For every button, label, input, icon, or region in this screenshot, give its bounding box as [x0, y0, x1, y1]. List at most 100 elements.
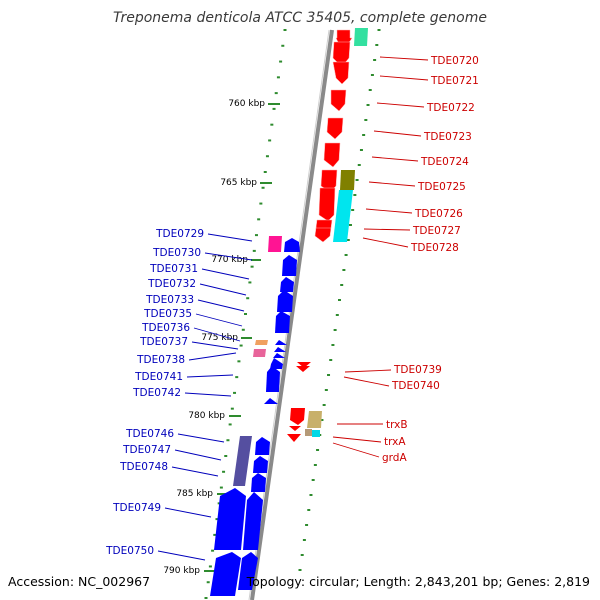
gene-TDE0748[interactable]	[251, 473, 266, 492]
gene-TDE0750b[interactable]	[238, 552, 258, 590]
gene-trxA[interactable]	[289, 426, 301, 431]
gene-TDE0728[interactable]	[314, 227, 332, 243]
leader-TDE0741	[186, 374, 234, 378]
gene-TDE0739[interactable]	[297, 362, 311, 368]
gene-TDE0741[interactable]	[266, 366, 280, 392]
label-TDE0749[interactable]: TDE0749	[112, 502, 161, 514]
leader-TDE0732	[199, 283, 247, 296]
label-TDE0748[interactable]: TDE0748	[119, 461, 168, 473]
label-TDE0735[interactable]: TDE0735	[143, 308, 192, 320]
forward-gene-labels: TDE0720 TDE0721 TDE0722 TDE0723 TDE0724 …	[382, 55, 479, 464]
leader-grdA	[332, 442, 380, 458]
gene-TDE0749[interactable]	[214, 488, 246, 550]
gene-TDE0737[interactable]	[273, 353, 285, 358]
gene-TDE0750[interactable]	[210, 552, 241, 596]
leader-TDE0722	[376, 102, 425, 108]
leader-TDE0720	[379, 56, 429, 61]
label-TDE0750[interactable]: TDE0750	[105, 545, 154, 557]
label-grdA[interactable]: grdA	[382, 452, 407, 464]
gene-TDE0742[interactable]	[264, 398, 278, 404]
leader-TDE0746	[177, 433, 225, 443]
leader-TDE0721	[379, 75, 429, 81]
leader-TDE0738	[188, 352, 237, 361]
label-TDE0740[interactable]: TDE0740	[391, 380, 440, 392]
gene-TDE0721[interactable]	[332, 61, 350, 85]
leader-TDE0726	[365, 208, 413, 214]
topology-text: Topology: circular; Length: 2,843,201 bp…	[246, 574, 590, 589]
feature-block-small-pink	[253, 349, 266, 357]
label-leaders	[157, 56, 429, 561]
gene-TDE0724[interactable]	[323, 142, 341, 168]
leader-trxA	[332, 436, 382, 443]
feature-block-olive	[340, 170, 355, 190]
ruler-label-770: 770 kbp	[211, 255, 248, 265]
label-TDE0737[interactable]: TDE0737	[139, 336, 188, 348]
label-TDE0727[interactable]: TDE0727	[412, 225, 461, 237]
label-TDE0738[interactable]: TDE0738	[136, 354, 185, 366]
label-TDE0722[interactable]: TDE0722	[426, 102, 475, 114]
gene-TDE0722[interactable]	[330, 89, 347, 112]
label-TDE0731[interactable]: TDE0731	[149, 263, 198, 275]
gene-TDE0749b[interactable]	[243, 492, 263, 550]
gene-TDE0731[interactable]	[280, 277, 294, 292]
ruler-label-775: 775 kbp	[201, 333, 238, 343]
gene-grdA[interactable]	[287, 434, 301, 442]
leader-TDE0737	[191, 341, 239, 350]
genome-backbone	[250, 29, 334, 600]
gene-TDE0738[interactable]	[270, 358, 283, 369]
label-TDE0736[interactable]: TDE0736	[141, 322, 190, 334]
forward-features	[305, 28, 368, 437]
label-TDE0720[interactable]: TDE0720	[430, 55, 479, 67]
leader-TDE0736	[193, 327, 241, 342]
leader-TDE0750	[157, 550, 206, 561]
leader-TDE0740	[343, 376, 390, 387]
label-TDE0741[interactable]: TDE0741	[134, 371, 183, 383]
forward-strand-genes	[287, 29, 353, 442]
label-TDE0721[interactable]: TDE0721	[430, 75, 479, 87]
label-TDE0742[interactable]: TDE0742	[132, 387, 181, 399]
leader-TDE0730	[204, 252, 253, 261]
gene-TDE0735[interactable]	[275, 340, 287, 345]
feature-block-small-cyan	[312, 430, 320, 437]
gene-TDE0736[interactable]	[274, 347, 286, 352]
label-TDE0733[interactable]: TDE0733	[145, 294, 194, 306]
gene-TDE0747[interactable]	[253, 456, 268, 473]
label-TDE0747[interactable]: TDE0747	[122, 444, 171, 456]
leader-TDE0749	[164, 507, 212, 518]
feature-block-small-orange	[255, 340, 268, 345]
label-TDE0739[interactable]: TDE0739	[393, 364, 442, 376]
gene-TDE0746[interactable]	[255, 437, 270, 455]
label-TDE0729[interactable]: TDE0729	[155, 228, 204, 240]
label-TDE0725[interactable]: TDE0725	[417, 181, 466, 193]
gene-TDE0726[interactable]	[318, 187, 336, 222]
leader-TDE0731	[201, 268, 250, 280]
gene-TDE0733[interactable]	[275, 311, 290, 333]
ruler-tick-tracks	[204, 29, 381, 599]
gene-TDE0740[interactable]	[296, 366, 310, 372]
leader-TDE0728	[362, 237, 409, 248]
feature-block-teal	[354, 28, 368, 46]
label-TDE0732[interactable]: TDE0732	[147, 278, 196, 290]
gene-TDE0723[interactable]	[326, 117, 344, 140]
reverse-gene-labels: TDE0729 TDE0730 TDE0731 TDE0732 TDE0733 …	[105, 228, 204, 557]
label-TDE0730[interactable]: TDE0730	[152, 247, 201, 259]
label-trxB[interactable]: trxB	[386, 419, 408, 431]
label-trxA[interactable]: trxA	[384, 436, 406, 448]
gene-TDE0732[interactable]	[277, 290, 293, 312]
ruler-label-785: 785 kbp	[176, 489, 213, 499]
feature-block-cyan	[333, 190, 353, 242]
gene-trxB[interactable]	[290, 408, 305, 425]
label-TDE0728[interactable]: TDE0728	[410, 242, 459, 254]
feature-block-khaki	[307, 411, 322, 428]
label-TDE0726[interactable]: TDE0726	[414, 208, 463, 220]
gene-TDE0729[interactable]	[284, 238, 300, 252]
ruler-label-790: 790 kbp	[163, 566, 200, 576]
gene-TDE0720b[interactable]	[332, 41, 351, 65]
gene-TDE0730[interactable]	[282, 255, 297, 276]
label-TDE0723[interactable]: TDE0723	[423, 131, 472, 143]
label-TDE0746[interactable]: TDE0746	[125, 428, 174, 440]
leader-TDE0729	[207, 233, 253, 242]
label-TDE0724[interactable]: TDE0724	[420, 156, 469, 168]
